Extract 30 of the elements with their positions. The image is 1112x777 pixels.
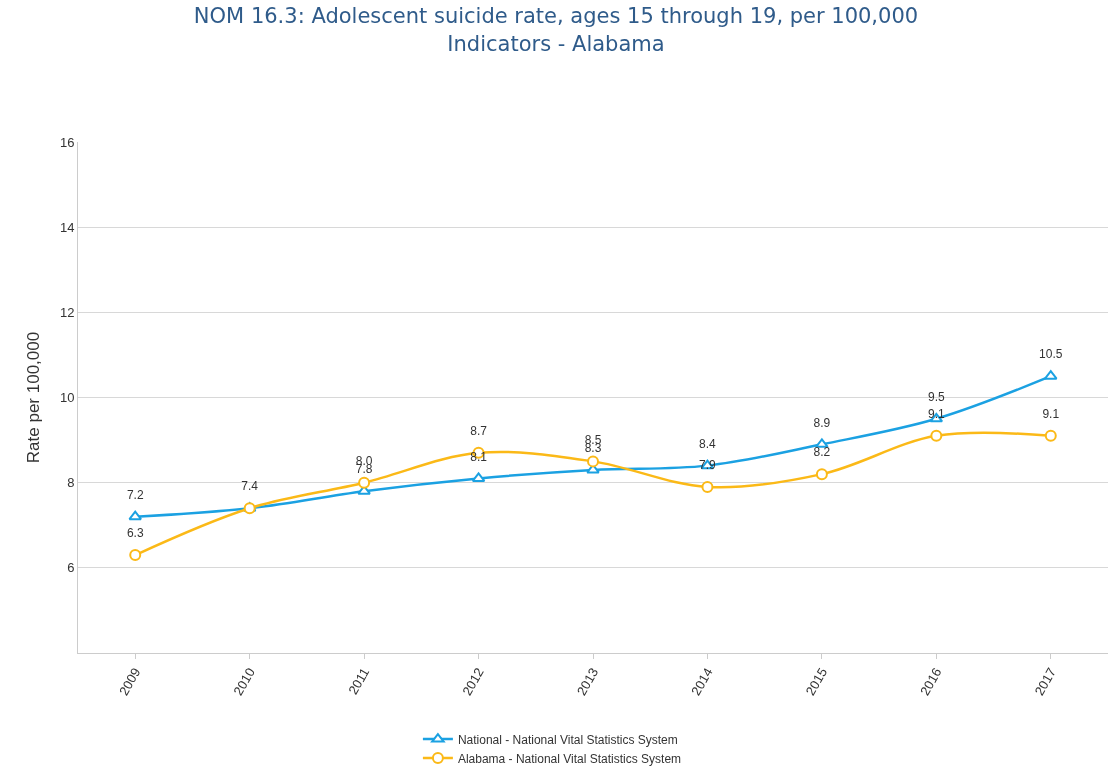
chart-title: NOM 16.3: Adolescent suicide rate, ages 15 through 19, per 100,000 Indicators - Alabama xyxy=(193,4,919,56)
point xyxy=(587,455,599,468)
point xyxy=(815,468,828,481)
legend-label: Alabama - National Vital Statistics System xyxy=(457,751,682,766)
data-label: 6.3 xyxy=(126,526,144,541)
data-label: 8.2 xyxy=(813,445,831,460)
point xyxy=(1044,429,1057,442)
data-label: 9.5 xyxy=(927,390,945,405)
data-label: 10.5 xyxy=(1039,347,1063,362)
y-axis-title: Rate per 100,000 xyxy=(24,331,44,464)
y-tick-label: 8 xyxy=(67,475,75,491)
data-label: 8.4 xyxy=(699,436,717,451)
point xyxy=(358,476,371,489)
y-tick-label: 10 xyxy=(59,390,75,406)
y-tick-label: 16 xyxy=(59,134,75,150)
point xyxy=(128,510,142,521)
y-tick-label: 6 xyxy=(67,560,75,576)
data-label: 7.2 xyxy=(126,487,144,502)
data-label: 8.7 xyxy=(470,424,488,439)
y-tick-label: 12 xyxy=(59,304,75,320)
point xyxy=(930,429,943,442)
data-label: 9.1 xyxy=(1042,407,1060,422)
point xyxy=(1044,370,1058,380)
point xyxy=(815,438,829,448)
y-tick-label: 14 xyxy=(59,219,75,235)
legend-label: National - National Vital Statistics System xyxy=(457,732,678,747)
data-label: 8.9 xyxy=(813,415,831,430)
point xyxy=(701,480,714,493)
data-label: 7.4 xyxy=(241,479,259,494)
point xyxy=(129,549,142,562)
